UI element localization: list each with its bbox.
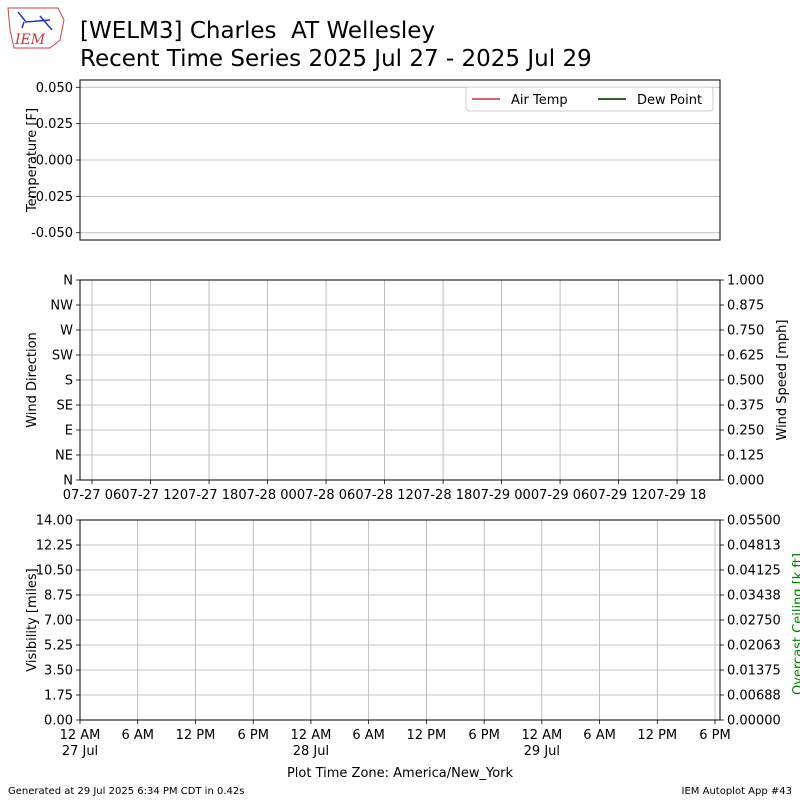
y2-tick-label: 0.01375 <box>727 664 781 679</box>
x-tick-label: 6 AM <box>121 728 154 743</box>
x-tick-label: 07-28 12 <box>355 488 413 503</box>
panel: -0.050 -0.025 0.000 0.025 0.050 Temperature [… <box>25 79 721 241</box>
y-tick-label: S <box>65 374 73 389</box>
y2-tick-label: 0.750 <box>727 324 764 339</box>
x-tick-label: 07-29 00 <box>472 488 530 503</box>
y-tick-label: 0.050 <box>36 81 73 96</box>
y2-tick-label: 0.00688 <box>727 689 781 704</box>
x-tick-label: 6 AM <box>352 728 385 743</box>
plot-frame <box>79 519 721 721</box>
y-tick-label: N <box>63 274 73 289</box>
y2-tick-label: 1.000 <box>727 274 764 289</box>
plot-frame <box>79 79 721 241</box>
y-tick-label: 0.000 <box>36 154 73 169</box>
y-tick-label: W <box>60 324 73 339</box>
x-axis-label: Plot Time Zone: America/New_York <box>287 766 514 781</box>
y-tick-label: 14.00 <box>36 514 73 529</box>
y-tick-label: 7.00 <box>44 614 73 629</box>
y2-axis-label: Overcast Ceiling [k ft] <box>791 553 800 695</box>
logo-text: IEM <box>14 32 46 48</box>
footer-left: Generated at 29 Jul 2025 6:34 PM CDT in … <box>8 786 244 797</box>
y2-tick-label: 0.000 <box>727 474 764 489</box>
footer-right: IEM Autoplot App #43 <box>682 786 792 797</box>
y-tick-label: 5.25 <box>44 639 73 654</box>
y-tick-label: 8.75 <box>44 589 73 604</box>
y2-axis-label: Wind Speed [mph] <box>775 320 790 441</box>
x-tick-label: 07-29 06 <box>531 488 589 503</box>
x-tick-label: 07-27 12 <box>121 488 179 503</box>
y-tick-label: 3.50 <box>44 664 73 679</box>
legend-frame <box>465 86 714 112</box>
y2-tick-label: 0.125 <box>727 449 764 464</box>
x-tick-label: 6 PM <box>237 728 268 743</box>
panel: 0.00 1.75 3.50 5.25 7.00 8.75 10.50 12.25 14.00 0… <box>25 514 800 782</box>
y-tick-label: SE <box>57 399 73 414</box>
chart-subtitle: Recent Time Series 2025 Jul 27 - 2025 Ju… <box>80 46 592 72</box>
x-tick-label: 12 AM 29 Jul <box>521 728 562 759</box>
y-axis-label: Visibility [miles] <box>25 568 40 671</box>
x-tick-label: 07-29 18 <box>648 488 706 503</box>
x-tick-label: 6 AM <box>583 728 616 743</box>
y2-tick-label: 0.250 <box>727 424 764 439</box>
logo: IEM <box>7 7 65 49</box>
y2-tick-label: 0.875 <box>727 299 764 314</box>
y2-tick-label: 0.05500 <box>727 514 781 529</box>
x-tick-label: 07-28 00 <box>238 488 296 503</box>
logo-symbol <box>17 11 53 31</box>
y-axis-label: Wind Direction <box>25 332 40 428</box>
y2-tick-label: 0.500 <box>727 374 764 389</box>
plot-frame <box>79 279 721 481</box>
x-tick-label: 12 PM <box>637 728 677 743</box>
y-tick-label: N <box>63 474 73 489</box>
y2-tick-label: 0.625 <box>727 349 764 364</box>
x-tick-label: 07-27 18 <box>180 488 238 503</box>
y-tick-label: 0.00 <box>44 714 73 729</box>
y2-tick-label: 0.02063 <box>727 639 781 654</box>
y-tick-label: 0.025 <box>36 117 73 132</box>
x-tick-label: 12 PM <box>407 728 447 743</box>
x-tick-label: 07-28 18 <box>414 488 472 503</box>
y-tick-label: NW <box>50 299 73 314</box>
y-tick-label: 1.75 <box>44 689 73 704</box>
y2-tick-label: 0.03438 <box>727 589 781 604</box>
x-tick-label: 6 PM <box>699 728 730 743</box>
x-tick-label: 07-29 12 <box>589 488 647 503</box>
y2-tick-label: 0.00000 <box>727 714 781 729</box>
legend-label: Air Temp <box>511 93 568 108</box>
y2-tick-label: 0.375 <box>727 399 764 414</box>
x-tick-label: 12 PM <box>176 728 216 743</box>
y-tick-label: -0.050 <box>31 226 73 241</box>
y-axis-label: Temperature [F] <box>25 108 40 213</box>
x-tick-label: 07-28 06 <box>297 488 355 503</box>
y2-tick-label: 0.02750 <box>727 614 781 629</box>
y2-tick-label: 0.04125 <box>727 564 781 579</box>
y-tick-label: 10.50 <box>36 564 73 579</box>
y2-tick-label: 0.04813 <box>727 539 781 554</box>
legend: Air Temp Dew Point <box>465 86 714 112</box>
chart-title: [WELM3] Charles AT Wellesley <box>80 18 435 44</box>
y-tick-label: NE <box>55 449 73 464</box>
y-tick-label: E <box>65 424 73 439</box>
y-tick-label: SW <box>52 349 73 364</box>
x-tick-label: 12 AM 28 Jul <box>291 728 332 759</box>
panel: N NE E SE S SW W NW N 0.000 0.125 0.250 0.375 0.500 0.… <box>25 274 790 504</box>
x-tick-label: 07-27 06 <box>63 488 121 503</box>
y-tick-label: -0.025 <box>31 190 73 205</box>
x-tick-label: 12 AM 27 Jul <box>60 728 101 759</box>
legend-label: Dew Point <box>637 93 702 108</box>
x-tick-label: 6 PM <box>468 728 499 743</box>
y-tick-label: 12.25 <box>36 539 73 554</box>
